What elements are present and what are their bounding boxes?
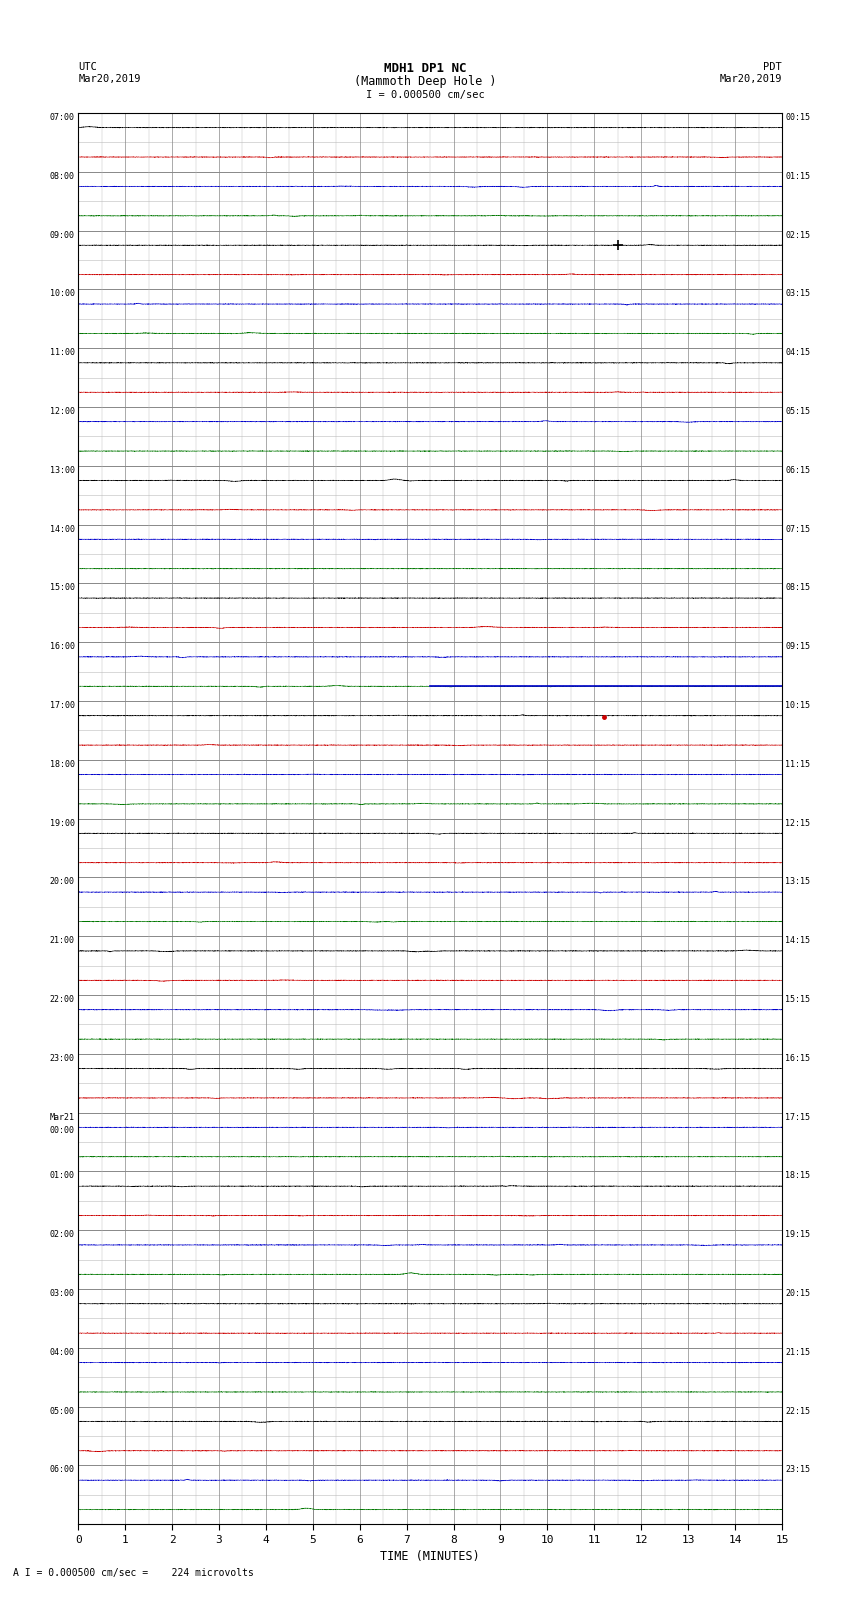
Text: 16:15: 16:15: [785, 1053, 810, 1063]
Text: 12:15: 12:15: [785, 819, 810, 827]
Text: 23:15: 23:15: [785, 1466, 810, 1474]
Text: 03:15: 03:15: [785, 289, 810, 298]
Text: Mar20,2019: Mar20,2019: [78, 74, 141, 84]
Text: 09:15: 09:15: [785, 642, 810, 652]
Text: 05:15: 05:15: [785, 406, 810, 416]
Text: Mar20,2019: Mar20,2019: [719, 74, 782, 84]
X-axis label: TIME (MINUTES): TIME (MINUTES): [380, 1550, 480, 1563]
Text: 15:00: 15:00: [50, 584, 75, 592]
Text: 11:00: 11:00: [50, 348, 75, 356]
Text: 04:00: 04:00: [50, 1348, 75, 1357]
Text: 07:00: 07:00: [50, 113, 75, 123]
Text: (Mammoth Deep Hole ): (Mammoth Deep Hole ): [354, 74, 496, 87]
Text: 20:15: 20:15: [785, 1289, 810, 1298]
Text: 02:00: 02:00: [50, 1231, 75, 1239]
Text: 18:15: 18:15: [785, 1171, 810, 1181]
Text: I = 0.000500 cm/sec: I = 0.000500 cm/sec: [366, 90, 484, 100]
Text: 03:00: 03:00: [50, 1289, 75, 1298]
Text: 17:00: 17:00: [50, 702, 75, 710]
Text: 02:15: 02:15: [785, 231, 810, 239]
Text: 22:15: 22:15: [785, 1407, 810, 1416]
Text: 22:00: 22:00: [50, 995, 75, 1003]
Text: 13:15: 13:15: [785, 877, 810, 887]
Text: 18:00: 18:00: [50, 760, 75, 769]
Text: 23:00: 23:00: [50, 1053, 75, 1063]
Text: 15:15: 15:15: [785, 995, 810, 1003]
Text: 08:00: 08:00: [50, 171, 75, 181]
Text: Mar21: Mar21: [50, 1113, 75, 1121]
Text: 10:00: 10:00: [50, 289, 75, 298]
Text: 21:15: 21:15: [785, 1348, 810, 1357]
Text: 01:15: 01:15: [785, 171, 810, 181]
Text: 06:15: 06:15: [785, 466, 810, 474]
Text: UTC: UTC: [78, 61, 97, 71]
Text: 06:00: 06:00: [50, 1466, 75, 1474]
Text: 13:00: 13:00: [50, 466, 75, 474]
Text: 09:00: 09:00: [50, 231, 75, 239]
Text: A I = 0.000500 cm/sec =    224 microvolts: A I = 0.000500 cm/sec = 224 microvolts: [13, 1568, 253, 1578]
Text: 00:00: 00:00: [50, 1126, 75, 1134]
Text: 11:15: 11:15: [785, 760, 810, 769]
Text: 07:15: 07:15: [785, 524, 810, 534]
Text: 12:00: 12:00: [50, 406, 75, 416]
Text: 14:00: 14:00: [50, 524, 75, 534]
Text: 00:15: 00:15: [785, 113, 810, 123]
Text: 04:15: 04:15: [785, 348, 810, 356]
Text: 14:15: 14:15: [785, 936, 810, 945]
Text: 20:00: 20:00: [50, 877, 75, 887]
Text: 10:15: 10:15: [785, 702, 810, 710]
Text: 16:00: 16:00: [50, 642, 75, 652]
Text: 05:00: 05:00: [50, 1407, 75, 1416]
Text: PDT: PDT: [763, 61, 782, 71]
Text: 01:00: 01:00: [50, 1171, 75, 1181]
Text: 19:00: 19:00: [50, 819, 75, 827]
Text: 17:15: 17:15: [785, 1113, 810, 1121]
Text: 21:00: 21:00: [50, 936, 75, 945]
Text: MDH1 DP1 NC: MDH1 DP1 NC: [383, 61, 467, 76]
Text: 08:15: 08:15: [785, 584, 810, 592]
Text: 19:15: 19:15: [785, 1231, 810, 1239]
